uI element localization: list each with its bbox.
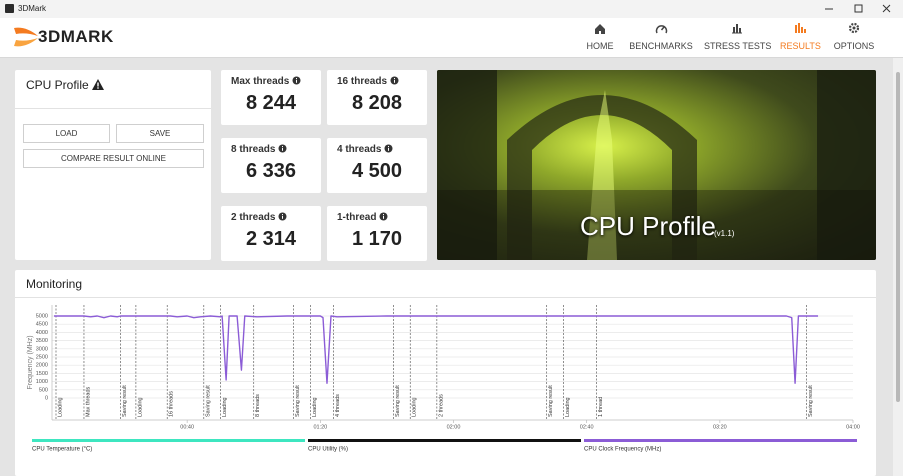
- score-card: 8 threads 6 336: [221, 138, 321, 193]
- load-button[interactable]: LOAD: [23, 124, 110, 143]
- score-card: 1-thread 1 170: [327, 206, 427, 261]
- banner-art: [437, 70, 876, 260]
- score-label: Max threads: [231, 76, 301, 87]
- banner-title: CPU Profile: [580, 211, 716, 241]
- score-card: Max threads 8 244: [221, 70, 321, 125]
- nav-label: BENCHMARKS: [629, 41, 693, 51]
- info-icon: [379, 212, 388, 221]
- window-title: 3DMark: [18, 4, 47, 13]
- score-value: 6 336: [245, 160, 297, 182]
- logo: 3DMARK: [38, 27, 114, 46]
- nav-label: HOME: [586, 41, 614, 51]
- info-icon: [278, 212, 287, 221]
- nav-results[interactable]: RESULTS: [780, 18, 821, 56]
- save-button[interactable]: SAVE: [116, 124, 204, 143]
- score-card: 4 threads 4 500: [327, 138, 427, 193]
- scrollbar[interactable]: [893, 58, 903, 476]
- window-controls[interactable]: [820, 0, 900, 18]
- profile-panel: CPU Profile LOAD SAVE COMPARE RESULT ONL…: [15, 70, 211, 260]
- profile-title: CPU Profile: [26, 78, 89, 92]
- nav-stress-tests[interactable]: STRESS TESTS: [704, 18, 772, 56]
- score-value: 2 314: [245, 228, 297, 250]
- info-icon: [390, 76, 399, 85]
- scroll-thumb[interactable]: [896, 72, 900, 402]
- divider: [15, 108, 211, 109]
- nav-benchmarks[interactable]: BENCHMARKS: [627, 18, 695, 56]
- banner-version: (v1.1): [714, 229, 735, 238]
- divider: [15, 297, 876, 298]
- header: 3DMARK: [0, 18, 903, 58]
- score-value: 1 170: [351, 228, 403, 250]
- score-label: 1-thread: [337, 212, 388, 223]
- nav-home[interactable]: HOME: [582, 18, 618, 56]
- score-value: 8 244: [245, 92, 297, 114]
- title-bar: 3DMark: [0, 0, 903, 18]
- app-icon: [5, 4, 14, 13]
- score-label: 4 threads: [337, 144, 393, 155]
- score-label: 16 threads: [337, 76, 399, 87]
- info-icon: [384, 144, 393, 153]
- compare-button[interactable]: COMPARE RESULT ONLINE: [23, 149, 204, 168]
- info-icon: [278, 144, 287, 153]
- score-value: 8 208: [351, 92, 403, 114]
- nav-label: STRESS TESTS: [704, 41, 772, 51]
- banner: CPU Profile (v1.1): [437, 70, 876, 260]
- score-value: 4 500: [351, 160, 403, 182]
- logo-mark: [14, 27, 38, 47]
- warning-icon: [92, 79, 104, 90]
- score-card: 2 threads 2 314: [221, 206, 321, 261]
- info-icon: [292, 76, 301, 85]
- score-card: 16 threads 8 208: [327, 70, 427, 125]
- nav-label: OPTIONS: [833, 41, 875, 51]
- score-label: 2 threads: [231, 212, 287, 223]
- monitoring-title: Monitoring: [26, 277, 83, 291]
- monitoring-panel: Monitoring: [15, 270, 876, 476]
- score-label: 8 threads: [231, 144, 287, 155]
- nav-options[interactable]: OPTIONS: [832, 18, 876, 56]
- nav-label: RESULTS: [780, 41, 821, 51]
